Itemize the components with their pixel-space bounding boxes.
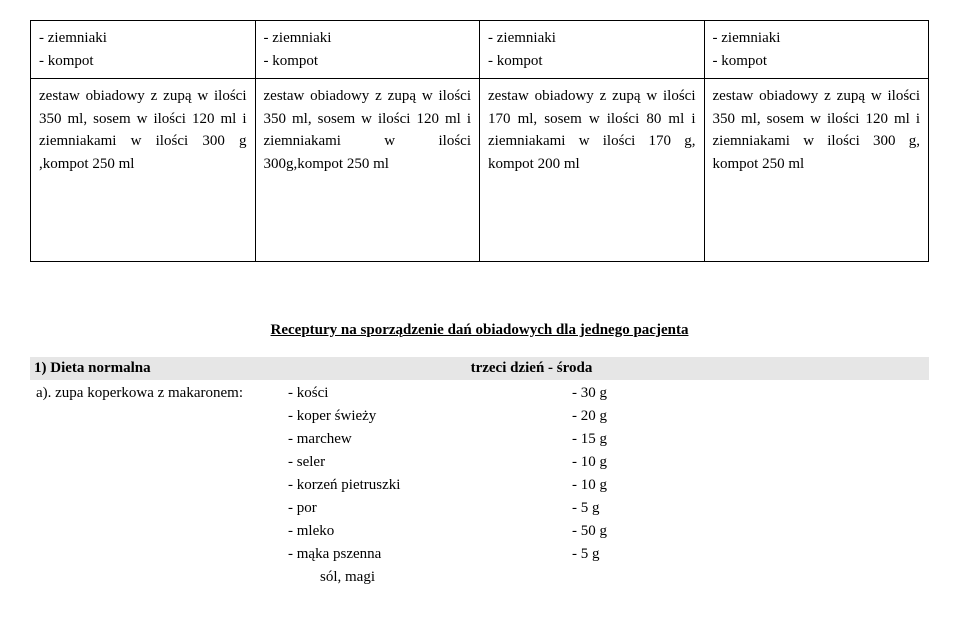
item: - ziemniaki <box>39 27 247 50</box>
cell-r2-c1: zestaw obiadowy z zupą w ilości 350 ml, … <box>31 79 256 262</box>
cell-r1-c4: - ziemniaki - kompot <box>704 21 929 79</box>
cell-r1-c1: - ziemniaki - kompot <box>31 21 256 79</box>
ingredient-name: sól, magi <box>282 566 566 589</box>
cell-r1-c3: - ziemniaki - kompot <box>480 21 705 79</box>
dish-name: a). zupa koperkowa z makaronem: <box>30 382 282 405</box>
ingredient-qty: - 50 g <box>566 520 698 543</box>
cell-r2-c3: zestaw obiadowy z zupą w ilości 170 ml, … <box>480 79 705 262</box>
item: - ziemniaki <box>264 27 472 50</box>
item: - ziemniaki <box>488 27 696 50</box>
item: - kompot <box>264 50 472 73</box>
item: - kompot <box>713 50 921 73</box>
ingredient-qty <box>566 566 698 589</box>
ingredient-name: - koper świeży <box>282 405 566 428</box>
item: - kompot <box>488 50 696 73</box>
ingredient-name: - por <box>282 497 566 520</box>
ingredient-name: - mąka pszenna <box>282 543 566 566</box>
diet-day: trzeci dzień - środa <box>471 360 593 377</box>
recipe-title: Receptury na sporządzenie dań obiadowych… <box>30 322 929 339</box>
cell-r2-c4: zestaw obiadowy z zupą w ilości 350 ml, … <box>704 79 929 262</box>
ingredient-qty: - 5 g <box>566 543 698 566</box>
ingredient-name: - seler <box>282 451 566 474</box>
cell-r1-c2: - ziemniaki - kompot <box>255 21 480 79</box>
ingredient-name: - kości <box>282 382 566 405</box>
ingredient-name: - korzeń pietruszki <box>282 474 566 497</box>
ingredient-qty: - 15 g <box>566 428 698 451</box>
item: - ziemniaki <box>713 27 921 50</box>
ingredient-qty: - 10 g <box>566 451 698 474</box>
item: - kompot <box>39 50 247 73</box>
diet-name: 1) Dieta normalna <box>34 360 471 377</box>
ingredient-qty: - 5 g <box>566 497 698 520</box>
ingredient-qty: - 20 g <box>566 405 698 428</box>
ingredients-table: a). zupa koperkowa z makaronem: - kości … <box>30 382 698 589</box>
ingredient-qty: - 10 g <box>566 474 698 497</box>
diet-header: 1) Dieta normalna trzeci dzień - środa <box>30 357 929 380</box>
ingredient-qty: - 30 g <box>566 382 698 405</box>
cell-r2-c2: zestaw obiadowy z zupą w ilości 350 ml, … <box>255 79 480 262</box>
ingredient-name: - mleko <box>282 520 566 543</box>
menu-table: - ziemniaki - kompot - ziemniaki - kompo… <box>30 20 929 262</box>
ingredient-name: - marchew <box>282 428 566 451</box>
